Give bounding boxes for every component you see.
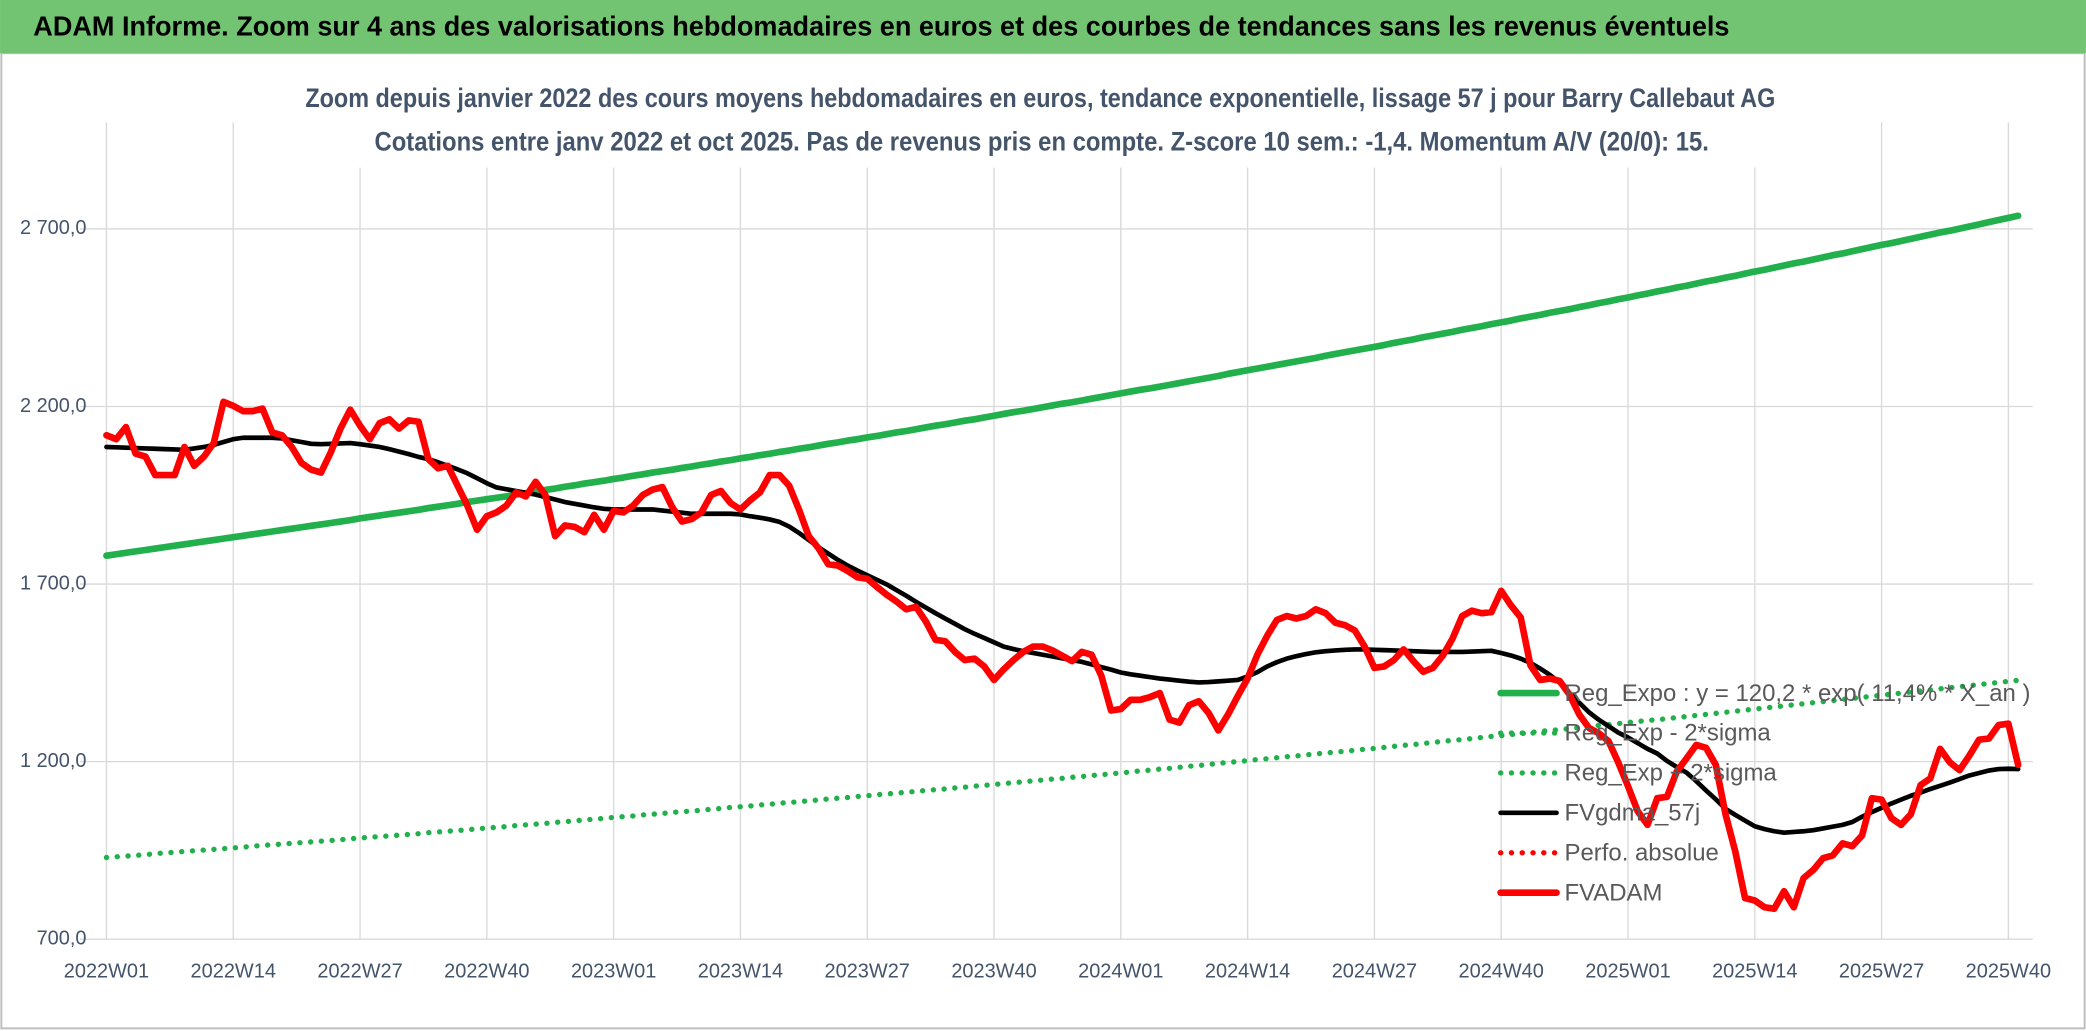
series-line: [103, 398, 2022, 912]
x-tick-label: 2025W14: [1712, 961, 1797, 983]
y-tick-label: 700,0: [37, 927, 87, 949]
legend-label: Reg_Exp - 2*sigma: [1564, 720, 1771, 747]
subtitle-box: [295, 77, 1780, 168]
legend-label: FVgdma_57j: [1564, 799, 1700, 826]
legend-label: FVADAM: [1564, 879, 1662, 906]
x-tick-label: 2023W27: [825, 961, 910, 983]
y-tick-label: 2 200,0: [20, 395, 87, 417]
series-line: [103, 212, 2022, 559]
header-bar: [0, 0, 2086, 54]
chart-title: ADAM Informe. Zoom sur 4 ans des valoris…: [33, 10, 1729, 41]
legend: Reg_Expo : y = 120,2 * exp( 11,4% * X_an…: [1497, 680, 2030, 906]
y-tick-label: 1 700,0: [20, 572, 87, 594]
y-tick-label: 2 700,0: [20, 217, 87, 239]
x-tick-label: 2022W01: [64, 961, 149, 983]
series-layer: [103, 212, 2022, 912]
x-tick-label: 2023W14: [698, 961, 783, 983]
x-tick-label: 2024W14: [1205, 961, 1290, 983]
y-tick-label: 1 200,0: [20, 750, 87, 772]
x-tick-label: 2025W40: [1966, 961, 2051, 983]
x-tick-label: 2023W01: [571, 961, 656, 983]
subtitle: Zoom depuis janvier 2022 des cours moyen…: [305, 83, 1775, 113]
x-tick-label: 2024W01: [1078, 961, 1163, 983]
legend-label: Perfo. absolue: [1564, 839, 1718, 866]
x-tick-label: 2025W27: [1839, 961, 1924, 983]
x-tick-label: 2022W40: [444, 961, 529, 983]
grid: 700,0 1 200,0 1 700,0 2 200,0 2 700,0 2022W01…: [20, 122, 2051, 983]
x-tick-label: 2022W14: [191, 961, 276, 983]
x-tick-label: 2023W40: [951, 961, 1036, 983]
series-line: [103, 677, 2021, 861]
x-tick-label: 2024W40: [1459, 961, 1544, 983]
x-tick-label: 2025W01: [1585, 961, 1670, 983]
subtitle: Cotations entre janv 2022 et oct 2025. P…: [375, 127, 1709, 157]
x-tick-label: 2022W27: [317, 961, 402, 983]
legend-label: Reg_Exp + 2*sigma: [1564, 760, 1777, 787]
legend-label: Reg_Expo : y = 120,2 * exp( 11,4% * X_an…: [1564, 680, 2030, 707]
x-tick-label: 2024W27: [1332, 961, 1417, 983]
